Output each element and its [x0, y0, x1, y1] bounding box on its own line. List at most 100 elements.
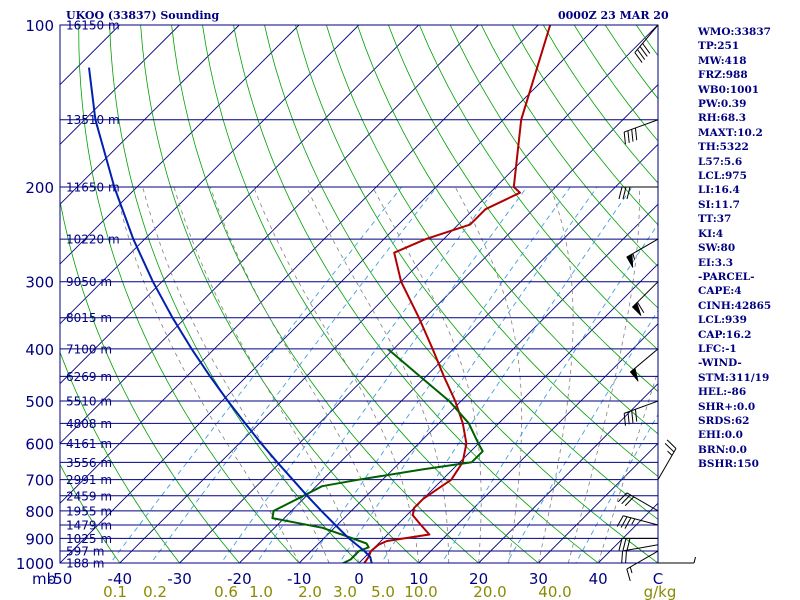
wind-barb-feather	[634, 127, 638, 141]
temperature-tick-label: -30	[167, 570, 192, 588]
mixing-ratio-tick-label: 40.0	[538, 583, 571, 600]
isotherm-line	[60, 25, 599, 563]
mixing-ratio-line	[150, 186, 437, 563]
moist-adiabat-line	[372, 186, 482, 563]
wind-barb-feather	[634, 52, 643, 63]
wind-barb-feather	[622, 186, 627, 200]
plot-frame	[59, 24, 659, 564]
wind-barb	[616, 515, 659, 529]
wind-barb-feather	[617, 492, 628, 503]
chart-title: UKOO (33837) Sounding	[66, 9, 220, 22]
index-row: TT:37	[698, 213, 732, 226]
mixing-ratio-tick-label: 10.0	[404, 583, 437, 600]
dry-adiabat-line	[60, 198, 240, 563]
pressure-tick-label: 200	[25, 179, 54, 197]
height-label: 9050 m	[66, 275, 112, 289]
wind-barb-flag	[629, 367, 639, 382]
pressure-tick-label: 900	[25, 530, 54, 548]
wind-barb-half-feather	[632, 253, 636, 260]
wind-barb	[631, 281, 659, 316]
dewpoint-profile	[271, 348, 484, 563]
isotherm-line	[60, 25, 300, 265]
dry-adiabat-line	[233, 25, 599, 563]
temperature-tick-label: 10	[409, 570, 428, 588]
wind-barb-feather	[634, 409, 638, 422]
pressure-tick-label: 300	[25, 274, 54, 292]
mixing-ratio-tick-label: 2.0	[298, 583, 322, 600]
height-label: 7100 m	[66, 342, 112, 356]
mixing-ratio-tick-label: 1.0	[249, 583, 273, 600]
dry-adiabat-line	[449, 25, 658, 309]
wind-barb-shaft	[634, 24, 659, 53]
temperature-tick-label: 40	[589, 570, 608, 588]
isotherm-line	[418, 323, 658, 563]
pressure-tick-label: 800	[25, 503, 54, 521]
wind-barb	[626, 550, 659, 582]
mixing-ratio-tick-label: 5.0	[371, 583, 395, 600]
index-row: L57:5.6	[698, 155, 743, 168]
wind-barb	[621, 544, 659, 564]
index-row: BRN:0.0	[698, 443, 747, 456]
isotherm-line	[60, 25, 360, 325]
index-row: SHR+:0.0	[698, 400, 756, 413]
wind-barb-feather	[620, 516, 628, 528]
wind-barb-half-feather	[693, 556, 696, 564]
pressure-tick-label: 100	[25, 17, 54, 35]
wind-barb-shaft	[626, 550, 659, 570]
height-label: 1955 m	[66, 504, 112, 518]
height-label: 11650 m	[66, 180, 120, 194]
isotherm-line	[239, 143, 658, 563]
mixing-ratio-tick-label: 0.1	[103, 583, 127, 600]
index-row: EHI:0.0	[698, 429, 743, 442]
wind-barb	[618, 186, 658, 200]
index-row: BSHR:150	[698, 458, 759, 471]
height-label: 1025 m	[66, 532, 112, 546]
isotherm-line	[119, 25, 658, 563]
wind-barb-half-feather	[667, 450, 673, 456]
index-row: TP:251	[698, 40, 740, 53]
index-row: LI:16.4	[698, 184, 740, 197]
index-row: WMO:33837	[698, 26, 771, 38]
index-row: STM:311/19	[698, 371, 770, 384]
wind-barb-feather	[626, 186, 631, 200]
wind-barb	[623, 400, 659, 426]
dry-adiabat-line	[295, 25, 658, 520]
temperature-tick-label: 30	[529, 570, 548, 588]
height-label: 16150 m	[66, 19, 120, 33]
wind-barb-feather	[625, 550, 627, 563]
wind-barb	[626, 238, 659, 268]
pressure-tick-label: 600	[25, 436, 54, 454]
index-row: LFC:-1	[698, 342, 737, 355]
temperature-tick-label: -10	[287, 570, 312, 588]
index-row: CAPE:4	[698, 285, 742, 298]
temperature-tick-label: C	[653, 570, 663, 588]
wind-barb-shaft	[657, 448, 677, 480]
isotherm-line	[60, 25, 419, 385]
mixing-ratio-line	[256, 186, 528, 563]
height-label: 5510 m	[66, 395, 112, 409]
wind-barb-feather	[666, 439, 677, 449]
index-row: MAXT:10.2	[698, 126, 763, 139]
height-label: 597 m	[66, 545, 104, 559]
mixing-ratio-tick-label: 3.0	[333, 583, 357, 600]
height-label: 2991 m	[66, 473, 112, 487]
wind-barb-feather	[627, 130, 630, 144]
height-label: 6269 m	[66, 370, 112, 384]
height-label: 188 m	[66, 557, 104, 571]
wind-barb-shaft	[624, 119, 659, 133]
mixing-ratio-tick-label: 0.2	[143, 583, 167, 600]
height-label: 10220 m	[66, 233, 120, 247]
index-panel: WMO:33837 TP:251 MW:418 FRZ:988 WB0:1001 PW:0…	[698, 25, 798, 472]
dry-adiabat-line	[264, 25, 658, 563]
height-label: 4808 m	[66, 417, 112, 431]
wind-barb-flag	[626, 253, 634, 268]
pressure-unit-label: mb	[32, 570, 56, 588]
wind-barb	[617, 492, 659, 512]
wind-barb-feather	[642, 43, 651, 54]
dry-adiabat-line	[60, 463, 121, 563]
temperature-profile	[363, 25, 552, 563]
isotherm-line	[60, 25, 479, 445]
index-row: PW:0.39	[698, 98, 747, 111]
height-label: 8015 m	[66, 311, 112, 325]
parcel-profile	[88, 67, 373, 563]
